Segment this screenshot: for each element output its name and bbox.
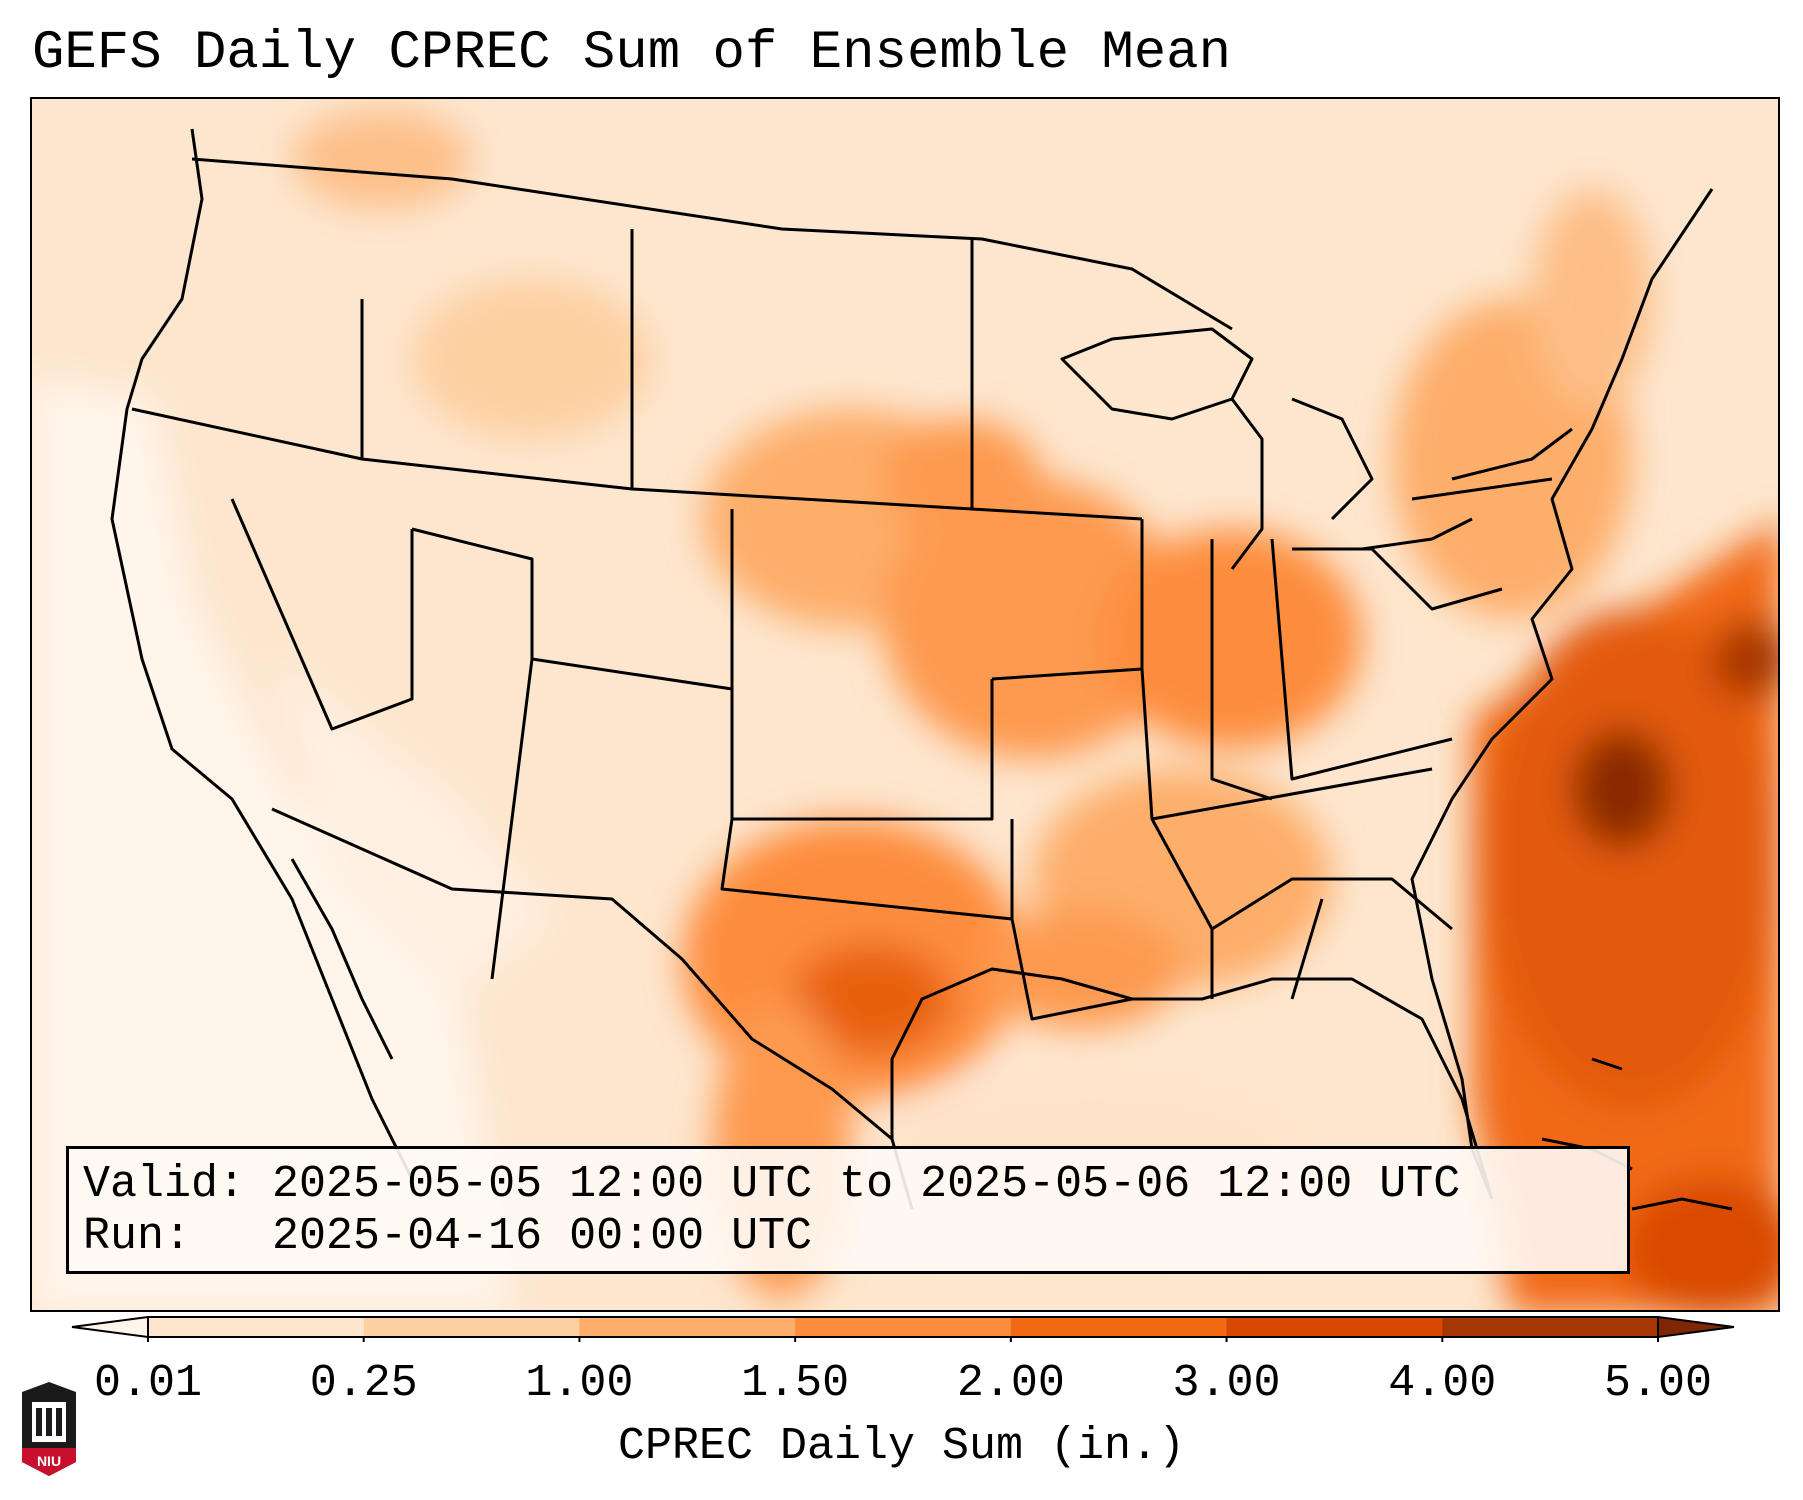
run-label: Run: xyxy=(83,1211,192,1262)
logo-band xyxy=(22,1448,76,1476)
state-line xyxy=(1270,538,1453,781)
valid-value: 2025-05-05 12:00 UTC to 2025-05-06 12:00… xyxy=(272,1159,1461,1210)
mexico-border xyxy=(271,807,893,1141)
colorbar-tick-label: 0.01 xyxy=(93,1358,203,1409)
colorbar-segment xyxy=(579,1317,796,1337)
baja-coastline xyxy=(290,858,394,1060)
valid-line: Valid: 2025-05-05 12:00 UTC to 2025-05-0… xyxy=(83,1159,1613,1211)
state-line xyxy=(1210,539,1273,801)
logo-text: NIU xyxy=(37,1453,61,1469)
colorbar-segment xyxy=(1442,1317,1659,1337)
pacific-coastline xyxy=(110,128,414,1180)
colorbar-segment xyxy=(1226,1317,1443,1337)
state-line xyxy=(230,498,414,731)
state-line xyxy=(1211,877,1453,931)
state-line xyxy=(1010,918,1133,1021)
lake-michigan xyxy=(1230,398,1264,570)
colorbar-outline xyxy=(147,1316,1659,1338)
boundary-lines xyxy=(110,128,1714,1210)
university-seal-icon: NIU xyxy=(22,1382,76,1476)
state-line xyxy=(720,818,1014,921)
precip-field xyxy=(32,109,1778,1310)
precip-map xyxy=(32,99,1778,1310)
run-line: Run: 2025-04-16 00:00 UTC xyxy=(83,1211,1613,1263)
colorbar-tick-label: 3.00 xyxy=(1172,1358,1281,1409)
colorbar-segment xyxy=(1010,1317,1228,1337)
state-line xyxy=(730,679,994,821)
lake-ontario xyxy=(1451,427,1573,481)
colorbar-label: CPREC Daily Sum (in.) xyxy=(617,1421,1186,1472)
colorbar-segment xyxy=(795,1317,1012,1337)
state-line xyxy=(490,658,534,980)
state-line xyxy=(1411,477,1553,501)
map-title: GEFS Daily CPREC Sum of Ensemble Mean xyxy=(32,23,1231,84)
colorbar-tick-label: 1.50 xyxy=(741,1358,850,1409)
colorbar-extend-high xyxy=(1657,1315,1735,1339)
lake-erie xyxy=(1361,517,1473,551)
colorbar-tick-label: 4.00 xyxy=(1388,1358,1497,1409)
colorbar-tick-label: 5.00 xyxy=(1603,1358,1713,1409)
colorbar-tick-label: 0.25 xyxy=(309,1358,418,1409)
colorbar-tick-label: 2.00 xyxy=(956,1358,1065,1409)
state-line xyxy=(1151,767,1433,821)
state-line xyxy=(1292,547,1503,611)
canada-border xyxy=(191,157,1233,331)
run-value: 2025-04-16 00:00 UTC xyxy=(272,1211,813,1262)
atlantic-coastline xyxy=(1410,188,1714,1200)
colorbar-segment xyxy=(148,1317,365,1337)
valid-label: Valid: xyxy=(83,1159,246,1210)
colorbar-extend-low xyxy=(71,1315,149,1339)
state-line xyxy=(1290,898,1324,1000)
colorbar xyxy=(71,1315,1735,1342)
colorbar-segment xyxy=(363,1317,580,1337)
validity-info-box: Valid: 2025-05-05 12:00 UTC to 2025-05-0… xyxy=(66,1146,1630,1274)
map-panel xyxy=(30,97,1780,1312)
colorbar-tick-label: 1.00 xyxy=(525,1358,634,1409)
lake-huron xyxy=(1291,397,1374,521)
lake-superior xyxy=(1060,327,1254,421)
